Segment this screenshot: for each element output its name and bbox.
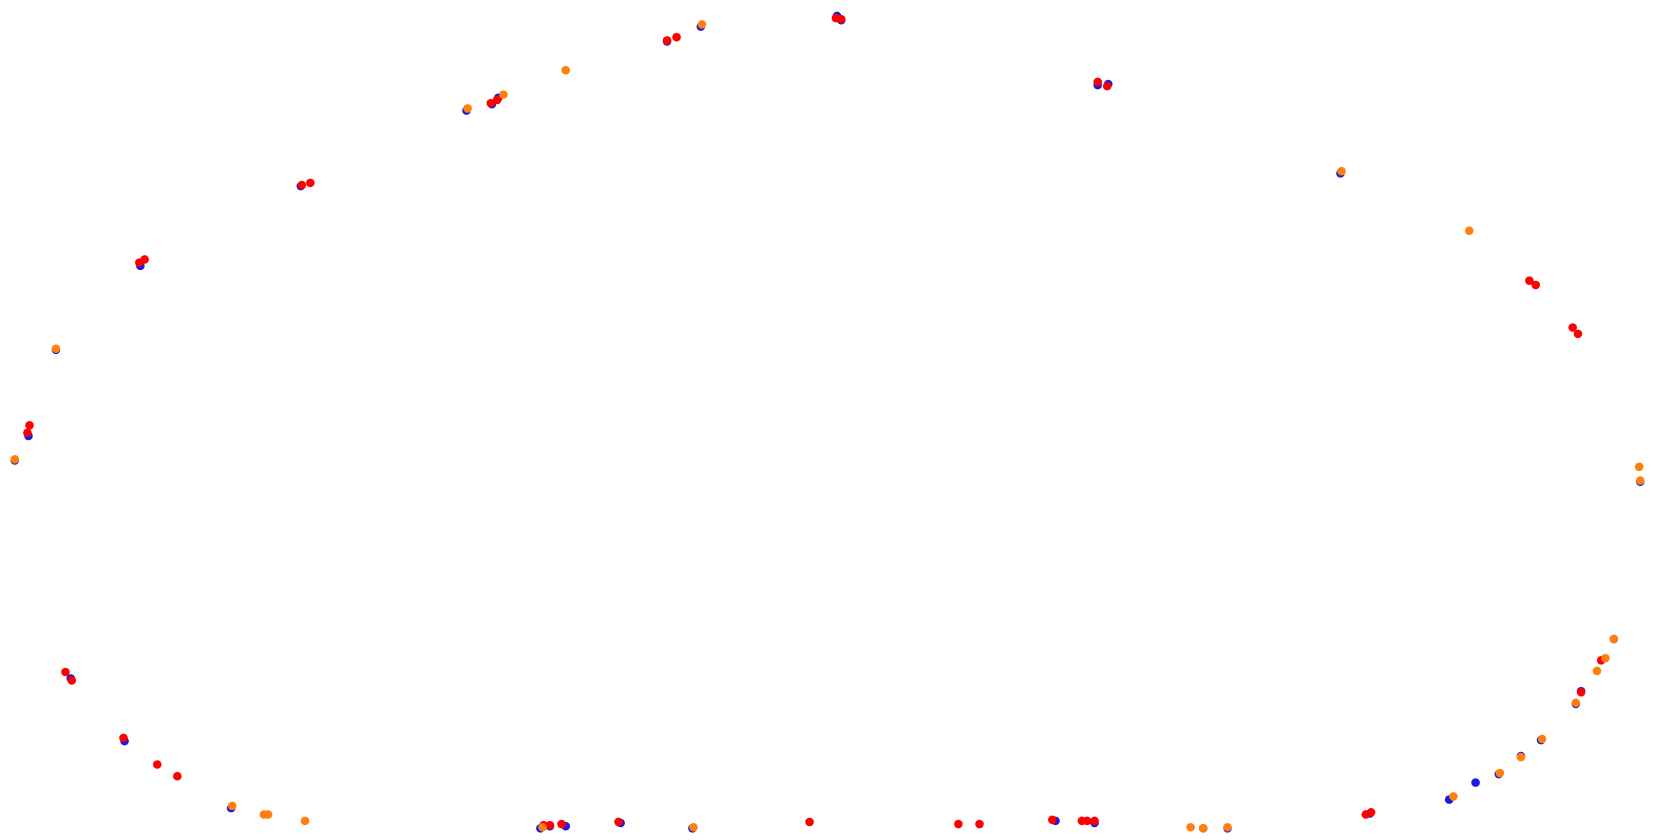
point — [499, 90, 508, 99]
point — [1102, 81, 1112, 91]
point — [836, 14, 846, 24]
point — [1573, 329, 1583, 339]
point — [300, 816, 310, 826]
point — [1601, 653, 1610, 663]
point — [297, 180, 307, 190]
point — [1449, 792, 1458, 801]
point — [1366, 808, 1376, 817]
point — [1609, 634, 1619, 644]
point — [557, 819, 566, 829]
point — [259, 810, 269, 819]
point — [614, 817, 623, 827]
point — [1592, 666, 1602, 676]
point — [1198, 824, 1208, 833]
point — [119, 733, 128, 743]
point — [1495, 768, 1505, 778]
point — [492, 95, 502, 105]
point — [23, 428, 32, 438]
point — [1186, 822, 1195, 832]
point — [697, 20, 707, 29]
point — [1525, 276, 1534, 286]
point — [306, 178, 315, 188]
point — [1077, 816, 1087, 826]
point — [135, 258, 144, 267]
point — [1093, 77, 1103, 87]
point — [561, 65, 571, 75]
point — [486, 98, 496, 108]
point — [67, 676, 77, 685]
point — [1531, 280, 1541, 290]
point — [1568, 323, 1577, 332]
point — [1337, 166, 1346, 176]
point — [173, 771, 182, 781]
point — [672, 32, 681, 42]
point — [689, 822, 698, 832]
point — [1635, 476, 1645, 485]
point — [152, 760, 162, 769]
point — [954, 819, 963, 829]
point — [1516, 752, 1526, 762]
point — [10, 455, 20, 464]
point — [662, 36, 672, 45]
point — [1634, 462, 1644, 472]
point — [538, 822, 547, 832]
point — [1090, 816, 1099, 826]
point — [25, 421, 34, 430]
point — [1576, 687, 1586, 697]
point — [975, 819, 984, 829]
point — [1464, 226, 1474, 236]
point — [805, 817, 814, 827]
point — [51, 344, 61, 354]
point — [1537, 734, 1547, 744]
point — [545, 820, 555, 830]
point — [61, 667, 70, 677]
point — [1048, 815, 1057, 825]
point — [1571, 698, 1581, 708]
point — [227, 801, 237, 811]
point — [463, 104, 472, 113]
point — [1223, 822, 1232, 832]
point — [1471, 778, 1480, 787]
